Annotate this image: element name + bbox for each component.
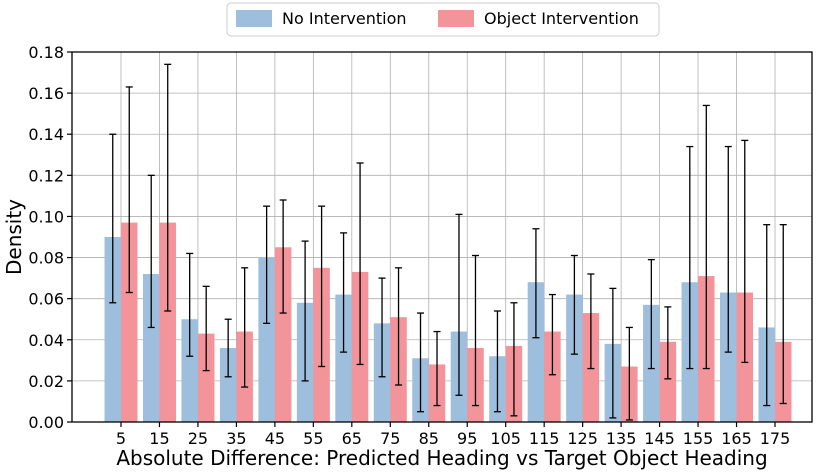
bar-no-intervention: [104, 237, 121, 422]
bar-object-intervention: [159, 222, 176, 422]
bar-object-intervention: [659, 341, 677, 422]
bar-object-intervention: [544, 331, 561, 422]
x-tick-label: 95: [457, 429, 477, 448]
plot-frame: [71, 51, 813, 423]
y-tick-label: 0.04: [28, 331, 64, 350]
bar-object-intervention: [197, 333, 215, 422]
x-tick-label: 155: [683, 429, 714, 448]
x-tick-label: 165: [721, 429, 752, 448]
bar-no-intervention: [258, 257, 275, 422]
x-tick-label: 5: [116, 429, 126, 448]
y-axis-label: Density: [2, 199, 26, 275]
x-tick-label: 135: [606, 429, 637, 448]
y-tick-label: 0.08: [28, 249, 64, 268]
bar-no-intervention: [566, 294, 583, 422]
x-tick-label: 55: [303, 429, 323, 448]
x-tick-label: 175: [760, 429, 791, 448]
x-tick-label: 75: [380, 429, 400, 448]
y-tick-label: 0.18: [28, 43, 64, 62]
bar-no-intervention: [142, 274, 160, 422]
bar-no-intervention: [181, 319, 198, 422]
error-bars: [109, 63, 787, 421]
legend-label-object-intervention: Object Intervention: [484, 9, 639, 28]
legend: No Intervention Object Intervention: [226, 2, 660, 37]
bar-no-intervention: [335, 294, 352, 422]
y-axis: 0.00 0.02 0.04 0.06 0.08 0.10 0.12 0.14 0.16 0.18: [28, 43, 72, 432]
y-tick-label: 0.00: [28, 413, 64, 432]
bar-no-intervention: [720, 292, 737, 422]
bar-no-intervention: [527, 282, 545, 422]
y-tick-label: 0.10: [28, 207, 64, 226]
bar-object-intervention: [121, 222, 138, 422]
x-tick-label: 35: [226, 429, 246, 448]
legend-label-no-intervention: No Intervention: [282, 9, 407, 28]
x-tick-label: 15: [149, 429, 169, 448]
x-tick-label: 45: [265, 429, 285, 448]
y-tick-label: 0.06: [28, 290, 64, 309]
legend-swatch-object-intervention: [438, 10, 474, 27]
x-axis-label: Absolute Difference: Predicted Heading v…: [116, 446, 767, 470]
x-tick-label: 65: [342, 429, 362, 448]
y-tick-label: 0.02: [28, 372, 64, 391]
y-tick-label: 0.16: [28, 84, 64, 103]
x-tick-label: 105: [490, 429, 521, 448]
bars: [104, 222, 792, 422]
bar-object-intervention: [274, 247, 292, 422]
y-tick-label: 0.14: [28, 125, 64, 144]
x-tick-label: 25: [188, 429, 208, 448]
x-axis: 5 15 25 35 45 55 65 75 85 95 105 115 125 135 145 155 165…: [116, 422, 790, 448]
x-tick-label: 85: [419, 429, 439, 448]
x-tick-label: 145: [644, 429, 675, 448]
bar-no-intervention: [219, 348, 237, 422]
x-tick-label: 115: [529, 429, 560, 448]
x-tick-label: 125: [567, 429, 598, 448]
legend-swatch-no-intervention: [236, 10, 272, 27]
y-tick-label: 0.12: [28, 166, 64, 185]
